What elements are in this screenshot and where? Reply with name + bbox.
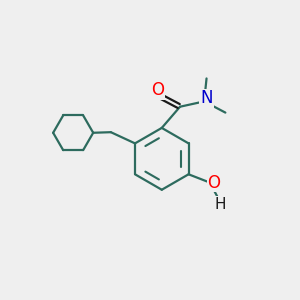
Text: O: O	[151, 81, 164, 99]
Text: H: H	[214, 197, 226, 212]
Text: N: N	[200, 89, 213, 107]
Text: O: O	[207, 173, 220, 191]
